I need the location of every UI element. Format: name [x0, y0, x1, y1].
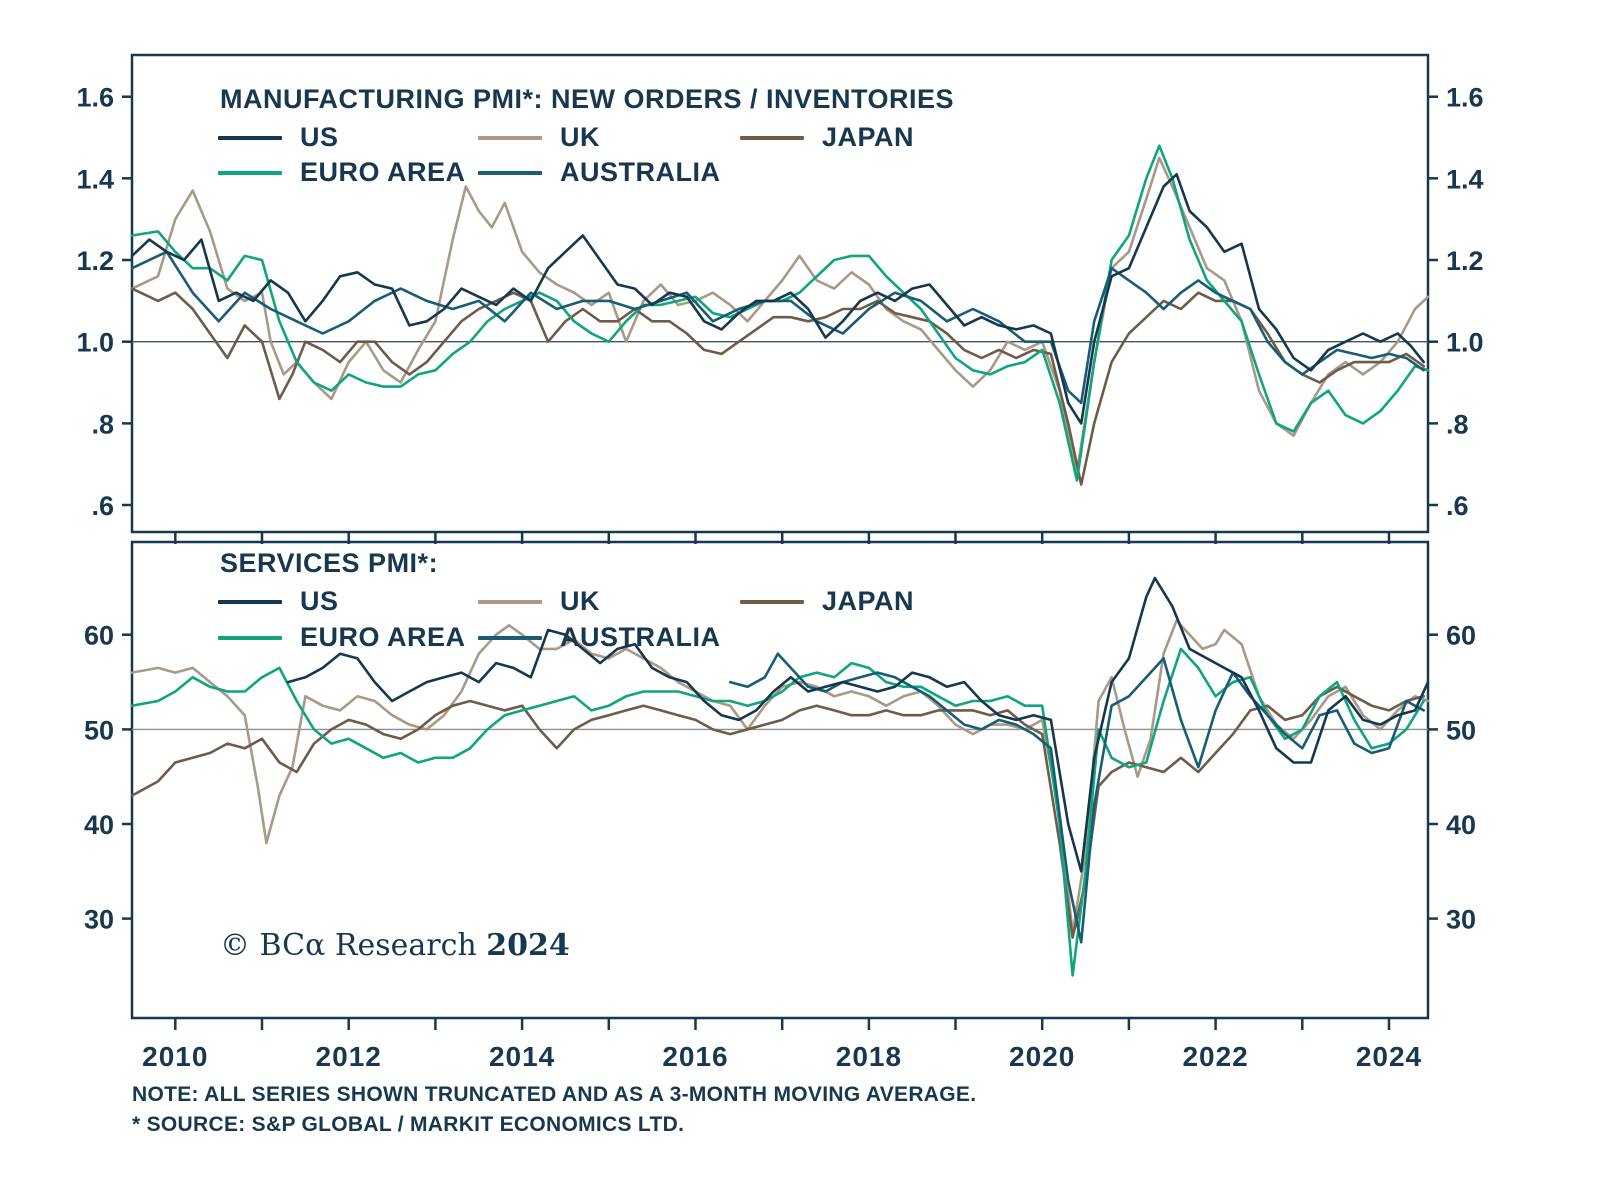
australia-legend-label: AUSTRALIA	[560, 157, 721, 187]
y-tick-label-right: 1.2	[1446, 246, 1484, 276]
y-tick-label-right: 60	[1446, 621, 1476, 651]
us-legend-swatch	[218, 599, 282, 604]
y-tick-label-right: 40	[1446, 810, 1476, 840]
australia-legend-swatch	[478, 170, 542, 175]
series-line-euro-area	[130, 647, 1425, 977]
legend-item-us-services: US	[218, 586, 339, 617]
us-legend-label: US	[300, 122, 339, 152]
footer-note: NOTE: ALL SERIES SHOWN TRUNCATED AND AS …	[132, 1080, 976, 1140]
note-line-1: NOTE: ALL SERIES SHOWN TRUNCATED AND AS …	[132, 1083, 977, 1106]
y-tick-label-right: 30	[1446, 905, 1476, 935]
legend-item-australia-manufacturing: AUSTRALIA	[478, 157, 721, 188]
y-tick-label-left: 1.6	[76, 83, 114, 113]
series-line-japan	[130, 287, 1425, 486]
australia-legend-label: AUSTRALIA	[560, 622, 721, 652]
series-line-us	[286, 576, 1430, 873]
y-tick-label-left: 1.2	[76, 246, 114, 276]
euro-area-legend-label: EURO AREA	[300, 157, 466, 187]
euro-area-legend-swatch	[218, 635, 282, 640]
y-tick-label-right: 1.6	[1446, 83, 1484, 113]
series-line-euro-area	[130, 144, 1430, 482]
x-tick-label: 2012	[316, 1041, 382, 1072]
australia-legend-swatch	[478, 635, 542, 640]
series-line-uk	[130, 619, 1430, 935]
legend-item-euro-area-manufacturing: EURO AREA	[218, 157, 466, 188]
plot-frame	[130, 540, 1430, 1020]
x-tick-label: 2024	[1356, 1041, 1422, 1072]
y-tick-label-left: 1.0	[76, 328, 114, 358]
y-tick-label-left: 60	[84, 621, 114, 651]
legend-item-uk-manufacturing: UK	[478, 122, 600, 153]
y-tick-label-left: 1.4	[76, 164, 114, 194]
series-line-uk	[130, 156, 1430, 474]
euro-area-legend-label: EURO AREA	[300, 622, 466, 652]
legend-item-euro-area-services: EURO AREA	[218, 622, 466, 653]
x-tick-label: 2014	[489, 1041, 555, 1072]
legend-item-japan-services: JAPAN	[740, 586, 914, 617]
uk-legend-swatch	[478, 599, 542, 604]
japan-legend-swatch	[740, 599, 804, 604]
note-line-2: * SOURCE: S&P GLOBAL / MARKIT ECONOMICS …	[132, 1112, 685, 1136]
x-tick-label: 2020	[1009, 1041, 1075, 1072]
series-line-japan	[130, 685, 1425, 939]
uk-legend-label: UK	[560, 586, 600, 616]
japan-legend-swatch	[740, 135, 804, 140]
y-tick-label-left: .8	[91, 409, 114, 439]
japan-legend-label: JAPAN	[822, 586, 915, 616]
legend-item-japan-manufacturing: JAPAN	[740, 122, 914, 153]
manufacturing-panel-title: MANUFACTURING PMI*: NEW ORDERS / INVENTO…	[220, 84, 955, 114]
legend-item-australia-services: AUSTRALIA	[478, 622, 721, 653]
y-tick-label-right: 50	[1446, 715, 1476, 745]
copyright-year: 2024	[486, 928, 570, 963]
x-tick-label: 2010	[142, 1041, 208, 1072]
us-legend-swatch	[218, 135, 282, 140]
y-tick-label-left: 30	[84, 905, 114, 935]
y-tick-label-left: 40	[84, 810, 114, 840]
y-tick-label-right: .6	[1446, 491, 1469, 521]
y-tick-label-left: 50	[84, 715, 114, 745]
uk-legend-swatch	[478, 135, 542, 140]
manufacturing-pmi-chart: 1.6 1.6 1.4 1.4 1.2 1.2 1.0 1.0 .8 .8 .6 .6	[76, 53, 1484, 544]
x-tick-label: 2016	[662, 1041, 728, 1072]
legend-item-uk-services: UK	[478, 586, 600, 617]
japan-legend-label: JAPAN	[822, 122, 915, 152]
y-tick-label-right: 1.4	[1446, 164, 1484, 194]
copyright-prefix: © BCα Research	[220, 928, 487, 963]
y-tick-label-left: .6	[91, 491, 114, 521]
y-tick-label-right: .8	[1446, 409, 1469, 439]
uk-legend-label: UK	[560, 122, 600, 152]
us-legend-label: US	[300, 586, 339, 616]
x-tick-label: 2018	[836, 1041, 902, 1072]
y-tick-label-right: 1.0	[1446, 328, 1484, 358]
series-line-us	[130, 173, 1425, 425]
series-line-australia	[130, 250, 1425, 405]
services-panel-title: SERVICES PMI*:	[220, 548, 439, 578]
legend-item-us-manufacturing: US	[218, 122, 339, 153]
services-pmi-chart: 60 60 50 50 40 40 30 30 2010 2012 2014 2016 2018 2020…	[84, 540, 1476, 1072]
x-tick-label: 2022	[1182, 1041, 1248, 1072]
euro-area-legend-swatch	[218, 170, 282, 175]
plot-frame	[130, 53, 1430, 534]
copyright-text: © BCα Research 2024	[220, 928, 570, 963]
